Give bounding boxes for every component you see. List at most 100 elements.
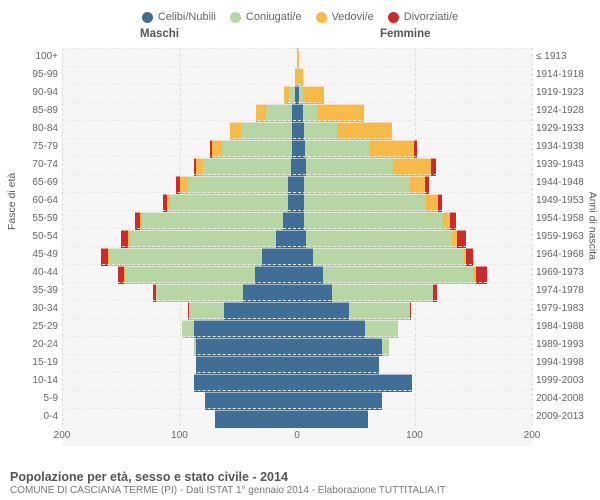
female-bar	[297, 410, 368, 426]
birth-year-label: 1929-1933	[536, 123, 596, 134]
segment-celibi	[297, 410, 368, 428]
female-bar	[297, 284, 437, 300]
chart-container: Celibi/Nubili Coniugati/e Vedovi/e Divorzia…	[0, 0, 600, 500]
birth-year-label: 1919-1923	[536, 87, 596, 98]
male-bar	[163, 194, 297, 210]
age-row: 10-141999-2003	[62, 372, 532, 391]
age-row: 65-691944-1948	[62, 174, 532, 193]
legend: Celibi/Nubili Coniugati/e Vedovi/e Divorzia…	[0, 0, 600, 28]
female-bar	[297, 50, 299, 66]
age-row: 25-291984-1988	[62, 318, 532, 337]
male-bar	[196, 356, 297, 372]
female-bar	[297, 248, 473, 264]
age-row: 5-92004-2008	[62, 390, 532, 409]
birth-year-label: 1914-1918	[536, 69, 596, 80]
birth-year-label: 1979-1983	[536, 303, 596, 314]
age-label: 65-69	[20, 177, 58, 188]
header-female: Femmine	[380, 28, 431, 40]
female-bar	[297, 176, 429, 192]
female-bar	[297, 320, 398, 336]
legend-label: Coniugati/e	[246, 11, 302, 23]
age-row: 15-191994-1998	[62, 354, 532, 373]
legend-item: Coniugati/e	[230, 11, 302, 23]
age-label: 30-34	[20, 303, 58, 314]
male-bar	[194, 158, 297, 174]
birth-year-label: 2009-2013	[536, 411, 596, 422]
female-bar	[297, 230, 466, 246]
age-row: 90-941919-1923	[62, 84, 532, 103]
age-label: 5-9	[20, 393, 58, 404]
celibi-swatch	[142, 12, 153, 23]
age-row: 100+≤ 1913	[62, 48, 532, 67]
y-axis-left-label: Fasce di età	[6, 173, 18, 230]
age-row: 85-891924-1928	[62, 102, 532, 121]
female-bar	[297, 356, 379, 372]
birth-year-label: 2004-2008	[536, 393, 596, 404]
age-label: 50-54	[20, 231, 58, 242]
male-bar	[194, 338, 297, 354]
age-row: 80-841929-1933	[62, 120, 532, 139]
male-bar	[101, 248, 297, 264]
age-label: 15-19	[20, 357, 58, 368]
age-row: 30-341979-1983	[62, 300, 532, 319]
age-label: 60-64	[20, 195, 58, 206]
female-bar	[297, 392, 382, 408]
birth-year-label: 1934-1938	[536, 141, 596, 152]
legend-item: Vedovi/e	[316, 11, 374, 23]
birth-year-label: 1939-1943	[536, 159, 596, 170]
birth-year-label: 1974-1978	[536, 285, 596, 296]
age-row: 50-541959-1963	[62, 228, 532, 247]
grid-line	[532, 48, 533, 426]
legend-item: Divorziati/e	[388, 11, 458, 23]
age-row: 40-441969-1973	[62, 264, 532, 283]
age-label: 25-29	[20, 321, 58, 332]
birth-year-label: 1959-1963	[536, 231, 596, 242]
chart-title: Popolazione per età, sesso e stato civil…	[10, 470, 446, 484]
header-male: Maschi	[140, 28, 179, 40]
male-bar	[121, 230, 297, 246]
age-row: 75-791934-1938	[62, 138, 532, 157]
male-bar	[153, 284, 298, 300]
age-label: 85-89	[20, 105, 58, 116]
female-bar	[297, 374, 412, 390]
birth-year-label: 1954-1958	[536, 213, 596, 224]
age-row: 20-241989-1993	[62, 336, 532, 355]
chart-footer: Popolazione per età, sesso e stato civil…	[10, 470, 446, 496]
female-bar	[297, 194, 442, 210]
x-tick: 200	[524, 430, 541, 441]
birth-year-label: ≤ 1913	[536, 51, 596, 62]
age-label: 80-84	[20, 123, 58, 134]
legend-item: Celibi/Nubili	[142, 11, 216, 23]
legend-label: Vedovi/e	[332, 11, 374, 23]
column-headers: Maschi Femmine	[0, 28, 600, 46]
female-bar	[297, 266, 487, 282]
x-axis: 2001000100200	[62, 428, 532, 446]
age-label: 70-74	[20, 159, 58, 170]
vedovi-swatch	[316, 12, 327, 23]
male-bar	[205, 392, 297, 408]
age-row: 55-591954-1958	[62, 210, 532, 229]
female-bar	[297, 86, 324, 102]
male-bar	[118, 266, 297, 282]
birth-year-label: 1994-1998	[536, 357, 596, 368]
age-label: 75-79	[20, 141, 58, 152]
chart-subtitle: COMUNE DI CASCIANA TERME (PI) - Dati IST…	[10, 485, 446, 496]
coniugati-swatch	[230, 12, 241, 23]
male-bar	[215, 410, 297, 426]
age-row: 95-991914-1918	[62, 66, 532, 85]
male-bar	[194, 374, 297, 390]
female-bar	[297, 338, 389, 354]
male-bar	[176, 176, 297, 192]
female-bar	[297, 104, 364, 120]
birth-year-label: 1989-1993	[536, 339, 596, 350]
age-label: 45-49	[20, 249, 58, 260]
segment-celibi	[215, 410, 297, 428]
legend-label: Divorziati/e	[404, 11, 458, 23]
age-row: 0-42009-2013	[62, 408, 532, 427]
x-tick: 200	[54, 430, 71, 441]
age-row: 35-391974-1978	[62, 282, 532, 301]
male-bar	[284, 86, 297, 102]
legend-label: Celibi/Nubili	[158, 11, 216, 23]
male-bar	[256, 104, 297, 120]
male-bar	[188, 302, 297, 318]
